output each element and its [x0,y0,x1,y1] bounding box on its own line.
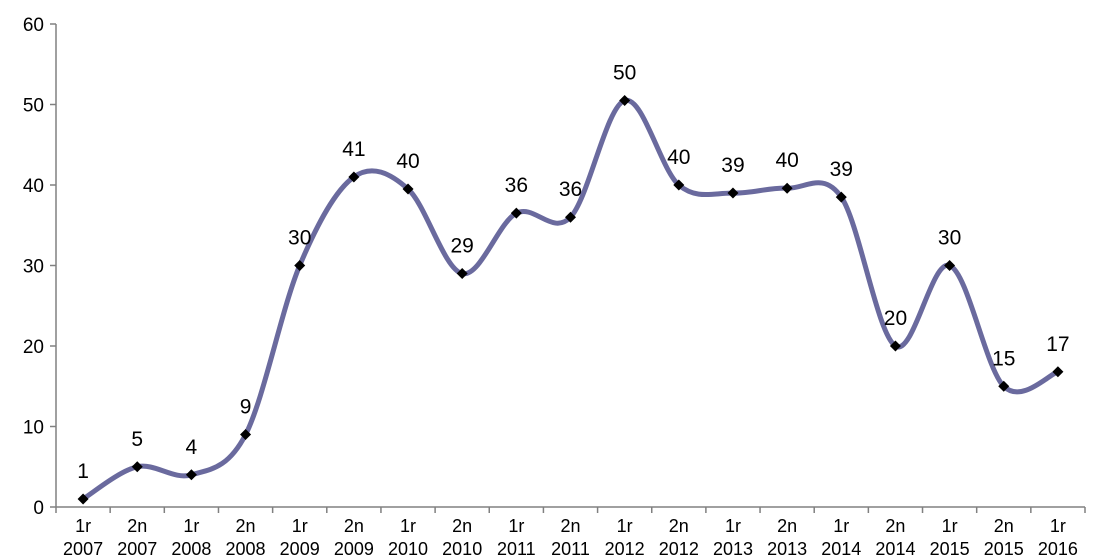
data-label: 30 [288,227,311,250]
data-point-marker [835,191,847,203]
x-tick-label-year: 2007 [117,539,157,559]
data-label: 17 [1046,333,1069,356]
data-label: 29 [451,235,474,258]
data-label: 40 [667,146,690,169]
x-axis: 1r 2007 2n 2007 1r 2008 2n 2008 1r 2009 2n 2009 1r 20… [55,506,1086,559]
data-point-marker [510,207,522,219]
x-tick-label-year: 2015 [930,539,970,559]
x-tick-label-year: 2009 [280,539,320,559]
data-point-marker [131,461,143,473]
y-tick-label: 10 [23,418,44,439]
x-tick-label-half: 1r [1050,516,1066,536]
data-point-marker [402,183,414,195]
x-tick-label-year: 2010 [388,539,428,559]
y-tick-label: 0 [33,498,44,519]
y-axis: 0 10 20 30 40 50 60 [23,15,57,519]
data-label: 20 [884,307,907,330]
x-tick-label-year: 2009 [334,539,374,559]
data-label: 36 [505,174,528,197]
x-tick-label-year: 2010 [442,539,482,559]
x-tick-label-half: 1r [183,516,199,536]
x-tick-label-year: 2014 [875,539,915,559]
y-tick-label: 20 [23,337,44,358]
y-tick-label: 50 [23,96,44,117]
x-tick-label-year: 2013 [713,539,753,559]
data-point-marker [294,260,306,271]
data-label: 41 [342,138,365,161]
x-tick-label-half: 1r [725,516,741,536]
x-tick-label-half: 1r [75,516,91,536]
x-tick-label-half: 1r [833,516,849,536]
x-tick-label-half: 1r [292,516,308,536]
data-point-marker [348,171,360,183]
x-tick-label-half: 1r [508,516,524,536]
data-point-marker [673,179,685,191]
x-tick-label-year: 2015 [984,539,1024,559]
data-point-marker [781,182,793,194]
x-tick-label-half: 2n [994,516,1014,536]
x-tick-label-year: 2012 [605,539,645,559]
x-tick-label-half: 1r [400,516,416,536]
x-tick-label-year: 2012 [659,539,699,559]
x-tick-label-year: 2016 [1038,539,1078,559]
data-point-marker [998,380,1010,392]
x-tick-label-half: 2n [236,516,256,536]
x-tick-label-year: 2008 [171,539,211,559]
data-point-marker [944,260,956,271]
data-point-marker [565,211,576,223]
x-tick-label-half: 1r [617,516,633,536]
data-label: 39 [830,158,853,181]
x-tick-label-half: 2n [127,516,147,536]
x-tick-label-year: 2011 [551,539,590,559]
series-line [80,97,1061,502]
x-tick-label-year: 2011 [497,539,536,559]
x-tick-label-half: 2n [560,516,580,536]
data-label: 1 [77,460,89,483]
series-line-group [80,97,1061,502]
data-markers [77,94,1064,505]
y-tick-label: 30 [23,257,44,278]
data-point-marker [619,94,631,106]
x-tick-label-half: 2n [885,516,905,536]
data-point-marker [727,187,739,199]
data-label: 4 [186,436,198,459]
data-label: 36 [559,178,582,201]
data-label: 5 [131,428,143,451]
data-label: 9 [240,396,252,419]
x-tick-label-year: 2008 [226,539,266,559]
x-tick-label-half: 2n [777,516,797,536]
x-tick-label-year: 2014 [821,539,861,559]
data-label: 40 [396,150,419,173]
data-point-marker [1052,366,1064,378]
data-point-marker [456,268,468,280]
data-label: 39 [721,154,744,177]
x-tick-label-year: 2013 [767,539,807,559]
data-point-marker [185,469,197,481]
data-point-marker [77,493,89,505]
x-tick-label-half: 2n [669,516,689,536]
y-tick-label: 60 [23,15,44,36]
x-tick-label-half: 2n [452,516,472,536]
data-label: 50 [613,61,636,84]
data-label: 30 [938,227,961,250]
data-label: 15 [992,347,1015,370]
x-tick-label-half: 2n [344,516,364,536]
data-point-marker [889,340,901,352]
x-tick-label-half: 1r [942,516,958,536]
data-point-marker [240,429,252,441]
y-tick-label: 40 [23,176,44,197]
x-tick-label-year: 2007 [63,539,103,559]
data-label: 40 [775,149,798,172]
